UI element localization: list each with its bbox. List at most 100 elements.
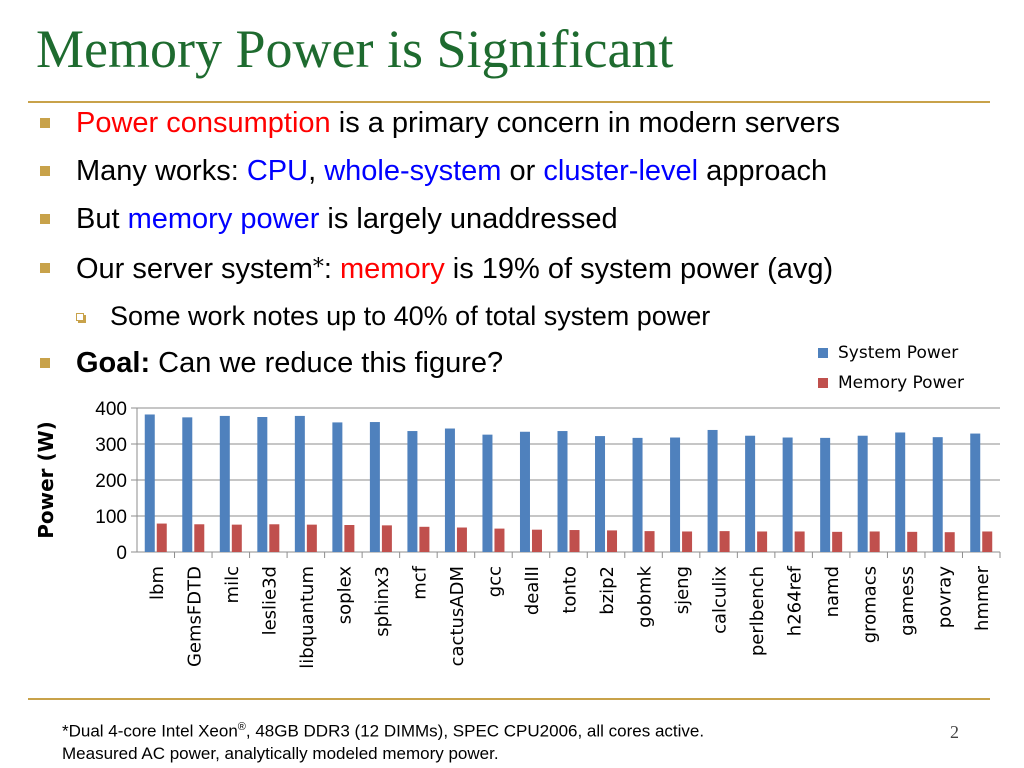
system-power-bar	[932, 437, 943, 552]
legend-label: System Power	[838, 343, 958, 363]
x-tick-label: soplex	[334, 566, 355, 625]
square-bullet-icon	[40, 358, 50, 368]
footnote-line1-a: *Dual 4-core Intel Xeon	[62, 721, 238, 741]
memory-power-bar	[494, 528, 505, 552]
x-tick-label: sjeng	[672, 566, 693, 614]
memory-power-bar	[456, 527, 467, 552]
memory-power-bar	[231, 524, 242, 552]
system-power-bar	[369, 422, 380, 552]
bullet-text-part: *	[312, 255, 324, 280]
square-bullet-icon	[40, 118, 50, 128]
bullet-text-part: memory	[340, 253, 445, 285]
system-power-bar	[482, 434, 493, 552]
x-tick-label: gobmk	[635, 565, 656, 627]
x-tick-label: cactusADM	[447, 566, 468, 666]
system-power-bar	[595, 436, 606, 552]
x-tick-label: lbm	[147, 566, 168, 600]
memory-power-bar	[419, 526, 430, 552]
bullet-text: Many works: CPU, whole-system or cluster…	[76, 154, 827, 188]
memory-power-bar	[869, 531, 880, 552]
bullet-text-part: :	[323, 253, 340, 285]
system-power-bar	[519, 431, 530, 552]
x-tick-label: perlbench	[747, 566, 768, 656]
memory-power-bar	[719, 531, 730, 552]
x-tick-label: povray	[935, 566, 956, 629]
bullet-text-part: Can we reduce this figure?	[150, 347, 504, 379]
memory-power-bar	[907, 531, 918, 552]
hollow-square-bullet-icon	[76, 313, 84, 321]
bullet-text-part: Our server system	[76, 253, 313, 285]
bullet-text-part: Goal:	[76, 347, 151, 379]
bullet-text-part: Some work notes up to 40% of total syste…	[110, 301, 711, 331]
footnote-registered-mark: ®	[237, 721, 246, 733]
x-tick-label: milc	[222, 566, 243, 603]
system-power-bar	[670, 437, 681, 552]
bullet-text-part: memory power	[127, 203, 320, 235]
power-bar-chart: 0 100 200 300 400 Power (W) lbm GemsFDTD milc les…	[34, 343, 1001, 669]
bullet-text: But memory power is largely unaddressed	[76, 202, 618, 236]
y-tick-label: 0	[116, 543, 127, 564]
x-tick-label: dealII	[522, 566, 543, 615]
y-axis-label: Power (W)	[34, 421, 58, 539]
bullet-text-part: Many works:	[76, 155, 247, 187]
bullet-text-part: is largely unaddressed	[319, 203, 618, 235]
system-power-bar	[294, 415, 305, 552]
x-tick-label: bzip2	[597, 566, 618, 615]
system-power-bar	[782, 437, 793, 552]
square-bullet-icon	[40, 263, 50, 273]
memory-power-bar	[344, 525, 355, 552]
memory-power-bar	[156, 523, 167, 552]
memory-power-bar	[381, 525, 392, 552]
system-power-bar	[557, 431, 568, 552]
memory-power-bar	[832, 531, 843, 552]
bullet-text-part: is 19% of system power (avg)	[444, 253, 834, 285]
memory-power-bar	[531, 529, 542, 552]
memory-power-bar	[306, 524, 317, 552]
x-tick-label: h264ref	[785, 565, 806, 636]
x-tick-label: calculix	[710, 566, 731, 634]
system-power-bar	[895, 432, 906, 552]
bullet-text-part: ,	[308, 155, 325, 187]
x-tick-label: tonto	[560, 566, 581, 614]
slide-number: 2	[950, 722, 959, 742]
bullet-text-part: But	[76, 203, 128, 235]
slide-title: Memory Power is Significant	[36, 19, 674, 79]
legend-label: Memory Power	[838, 373, 964, 393]
footnote: *Dual 4-core Intel Xeon®, 48GB DDR3 (12 …	[62, 716, 704, 765]
bullet-text-part: or	[501, 155, 544, 187]
memory-power-bar	[269, 524, 280, 552]
y-tick-label: 400	[95, 399, 127, 420]
system-power-bar	[444, 428, 455, 552]
square-bullet-icon	[40, 214, 50, 224]
memory-power-bar	[194, 524, 205, 552]
y-tick-label: 100	[95, 507, 127, 528]
system-power-bar	[745, 435, 756, 552]
footnote-line2: Measured AC power, analytically modeled …	[62, 743, 499, 763]
bullet-text-part: Power consumption	[76, 107, 331, 139]
system-power-bar	[970, 433, 981, 552]
memory-power-bar	[757, 531, 768, 552]
title-divider	[28, 101, 990, 103]
x-tick-label: namd	[822, 566, 843, 617]
x-tick-label: gcc	[484, 566, 505, 597]
bullet-text: Goal: Can we reduce this figure?	[76, 346, 503, 380]
x-tick-label: mcf	[409, 565, 430, 599]
bullet-text-part: cluster-level	[543, 155, 699, 187]
bullet-text-part: CPU	[246, 155, 309, 187]
bullet-text: Some work notes up to 40% of total syste…	[110, 300, 710, 332]
memory-power-bar	[644, 531, 655, 552]
system-power-bar	[407, 431, 418, 552]
memory-power-bar	[794, 531, 805, 552]
system-power-bar	[257, 417, 268, 552]
legend-swatch	[818, 378, 828, 388]
x-tick-label: hmmer	[972, 565, 993, 631]
x-tick-label: libquantum	[297, 566, 318, 669]
system-power-bar	[857, 435, 868, 552]
legend-swatch	[818, 348, 828, 358]
system-power-bar	[332, 422, 343, 552]
y-tick-label: 200	[95, 471, 127, 492]
system-power-bar	[707, 429, 718, 552]
memory-power-bar	[682, 531, 693, 552]
system-power-bar	[144, 414, 155, 552]
square-bullet-icon	[40, 166, 50, 176]
